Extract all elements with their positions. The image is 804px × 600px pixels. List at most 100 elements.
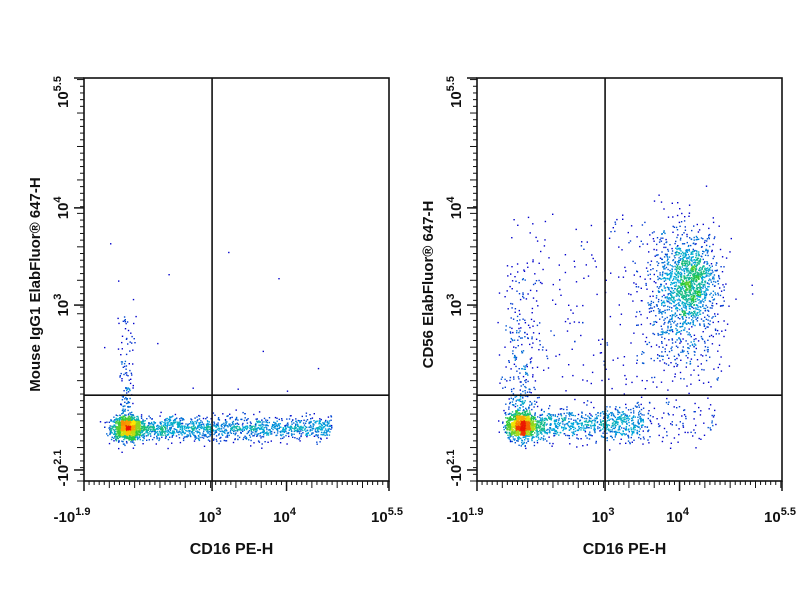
data-point — [642, 421, 645, 423]
data-point — [695, 347, 697, 350]
data-point — [200, 427, 202, 430]
data-point — [122, 423, 124, 425]
data-point — [525, 434, 527, 436]
data-point — [178, 437, 181, 439]
data-point — [327, 422, 329, 424]
data-point — [109, 433, 111, 436]
data-point — [296, 429, 298, 431]
data-point — [330, 419, 332, 421]
data-point — [155, 431, 158, 433]
data-point — [290, 430, 293, 433]
data-point — [192, 423, 194, 425]
data-point — [533, 428, 535, 430]
data-point — [191, 429, 194, 431]
data-point — [124, 414, 126, 416]
data-point — [638, 430, 640, 433]
data-point — [129, 406, 131, 408]
data-point — [624, 415, 626, 417]
data-point — [189, 434, 192, 436]
data-point — [180, 432, 182, 435]
data-point — [164, 437, 167, 439]
data-point — [658, 298, 660, 301]
data-point — [194, 420, 196, 423]
data-point — [518, 438, 520, 440]
data-point — [529, 401, 531, 403]
data-point — [224, 425, 226, 428]
data-point — [681, 415, 683, 417]
data-point — [298, 429, 300, 431]
data-point — [518, 378, 520, 380]
data-point — [221, 426, 223, 428]
data-point — [625, 427, 627, 429]
data-point — [179, 431, 181, 433]
data-point — [326, 421, 329, 423]
data-point — [109, 429, 111, 431]
data-point — [554, 414, 556, 416]
data-point — [532, 261, 534, 263]
data-point — [117, 426, 119, 429]
data-point — [321, 425, 324, 427]
data-point — [593, 406, 595, 409]
data-point — [119, 375, 121, 377]
data-point — [172, 425, 174, 427]
data-point — [530, 434, 533, 436]
data-point — [279, 431, 281, 433]
data-point — [709, 404, 712, 406]
data-point — [320, 418, 322, 421]
data-point — [126, 433, 128, 435]
data-point — [705, 292, 707, 294]
data-point — [298, 437, 301, 439]
data-point — [517, 271, 519, 273]
data-point — [510, 426, 512, 429]
data-point — [206, 426, 208, 428]
data-point — [116, 429, 118, 431]
data-point — [548, 416, 550, 418]
data-point — [256, 418, 258, 420]
data-point — [149, 428, 152, 431]
data-point — [192, 427, 194, 430]
data-point — [261, 443, 263, 445]
data-point — [194, 438, 196, 440]
data-point — [594, 421, 596, 423]
data-point — [231, 428, 233, 431]
data-point — [618, 416, 620, 419]
data-point — [620, 415, 622, 418]
data-point — [129, 389, 131, 392]
data-point — [290, 426, 293, 428]
data-point — [516, 414, 519, 416]
data-point — [627, 409, 630, 411]
data-point — [518, 426, 520, 428]
data-point — [294, 429, 296, 432]
data-point — [536, 433, 538, 435]
data-point — [531, 408, 533, 411]
data-point — [534, 273, 536, 275]
data-point — [126, 436, 129, 438]
data-point — [134, 430, 136, 432]
data-point — [631, 441, 633, 443]
data-point — [109, 427, 111, 429]
data-point — [280, 434, 283, 437]
data-point — [536, 428, 538, 431]
data-point — [129, 419, 132, 422]
data-point — [546, 433, 548, 435]
data-point — [640, 424, 643, 427]
data-point — [125, 372, 128, 374]
data-point — [550, 419, 552, 421]
data-point — [260, 432, 262, 434]
data-point — [303, 419, 305, 421]
data-point — [282, 433, 284, 436]
data-point — [169, 436, 171, 438]
data-point — [295, 430, 297, 432]
data-point — [150, 421, 153, 424]
data-point — [153, 429, 155, 432]
data-point — [519, 413, 521, 415]
data-point — [690, 290, 692, 292]
data-point — [555, 426, 558, 429]
data-point — [535, 280, 538, 282]
data-point — [558, 422, 561, 425]
data-point — [184, 425, 186, 427]
data-point — [624, 418, 626, 420]
data-point — [517, 415, 519, 417]
data-point — [172, 419, 175, 422]
data-point — [666, 434, 668, 437]
